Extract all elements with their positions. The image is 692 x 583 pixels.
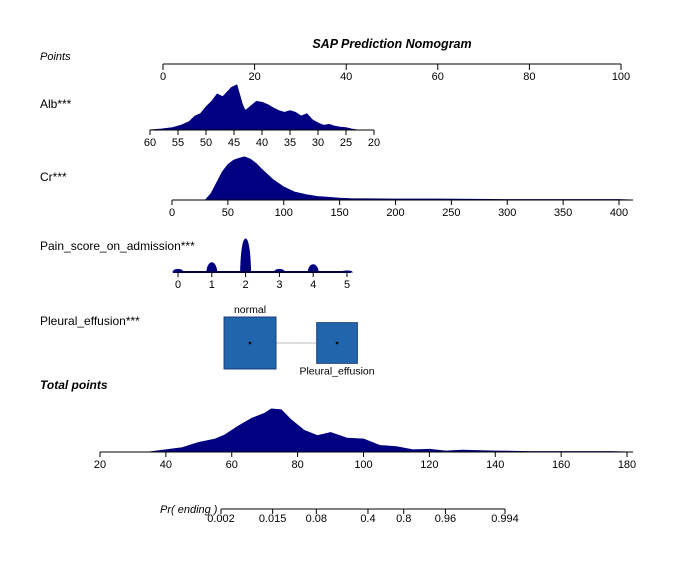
probability-tick-label: 0.8: [396, 513, 411, 525]
probability-tick-label: 0.002: [207, 513, 235, 525]
cr-tick-label: 350: [554, 207, 572, 219]
total-points-tick-label: 120: [420, 459, 438, 471]
cr-tick-label: 150: [330, 207, 348, 219]
alb-tick-label: 60: [144, 137, 156, 149]
pain-score-tick-label: 1: [209, 279, 215, 291]
alb-tick-label: 20: [368, 137, 380, 149]
total-points-tick-label: 160: [552, 459, 570, 471]
alb-tick-label: 30: [312, 137, 324, 149]
points-tick-label: 20: [248, 71, 260, 83]
total-points-tick-label: 100: [354, 459, 372, 471]
total-points-tick-label: 180: [618, 459, 636, 471]
points-tick-label: 40: [340, 71, 352, 83]
points-axis: 0 20 40 60 80 100: [160, 63, 630, 83]
total-points-axis: 20 40 60 80 100 120 140 160 180: [94, 408, 636, 471]
total-points-tick-label: 20: [94, 459, 106, 471]
pain-score-tick-label: 2: [243, 279, 249, 291]
pleural-effusion-label: Pleural_effusion***: [40, 314, 140, 328]
points-tick-label: 0: [160, 71, 166, 83]
cr-density: [205, 156, 631, 201]
alb-density: [149, 84, 358, 131]
total-points-tick-label: 140: [486, 459, 504, 471]
probability-tick-label: 0.96: [435, 513, 456, 525]
probability-tick-label: 0.994: [491, 513, 519, 525]
pleural-effusion-axis: normal Pleural_effusion: [223, 304, 375, 377]
cr-tick-label: 250: [442, 207, 460, 219]
pleural-level-point: [248, 341, 252, 345]
alb-tick-label: 50: [200, 137, 212, 149]
cr-axis: 0 50 100 150 200 250 300 350 400: [169, 156, 633, 219]
pain-score-label: Pain_score_on_admission***: [40, 239, 195, 253]
alb-tick-label: 55: [172, 137, 184, 149]
points-tick-label: 80: [523, 71, 535, 83]
total-points-density: [148, 408, 628, 453]
cr-tick-label: 300: [498, 207, 516, 219]
cr-tick-label: 400: [610, 207, 628, 219]
cr-tick-label: 0: [169, 207, 175, 219]
cr-tick-label: 200: [386, 207, 404, 219]
pain-score-tick-label: 4: [310, 279, 316, 291]
alb-tick-label: 25: [340, 137, 352, 149]
points-label: Points: [40, 51, 71, 63]
pain-score-tick-label: 5: [344, 279, 350, 291]
total-points-tick-label: 40: [160, 459, 172, 471]
chart-title: SAP Prediction Nomogram: [312, 37, 471, 51]
total-points-tick-label: 60: [226, 459, 238, 471]
probability-tick-label: 0.08: [306, 513, 327, 525]
probability-tick-label: 0.4: [360, 513, 375, 525]
pain-score-axis: 0 1 2 3 4 5: [172, 238, 354, 291]
pain-score-peak: [240, 238, 252, 273]
pleural-level-label: normal: [234, 304, 266, 316]
total-points-tick-label: 80: [292, 459, 304, 471]
total-points-label: Total points: [40, 378, 108, 392]
probability-label: Pr( ending ): [160, 504, 218, 516]
points-tick-label: 60: [432, 71, 444, 83]
pleural-level-point: [335, 341, 339, 345]
points-tick-label: 100: [612, 71, 630, 83]
probability-tick-label: 0.015: [259, 513, 287, 525]
cr-tick-label: 50: [222, 207, 234, 219]
pain-score-peak: [307, 264, 319, 273]
alb-label: Alb***: [40, 97, 72, 111]
pain-score-tick-label: 0: [175, 279, 181, 291]
alb-tick-label: 35: [284, 137, 296, 149]
cr-tick-label: 100: [275, 207, 293, 219]
cr-label: Cr***: [40, 170, 67, 184]
pleural-level-label: Pleural_effusion: [299, 365, 374, 377]
alb-tick-label: 45: [228, 137, 240, 149]
alb-tick-label: 40: [256, 137, 268, 149]
alb-axis: 60 55 50 45 40 35 30 25 20: [144, 84, 380, 149]
pain-score-tick-label: 3: [276, 279, 282, 291]
probability-axis: 0.002 0.015 0.08 0.4 0.8 0.96 0.994: [207, 508, 519, 525]
pain-score-peak: [206, 262, 218, 273]
